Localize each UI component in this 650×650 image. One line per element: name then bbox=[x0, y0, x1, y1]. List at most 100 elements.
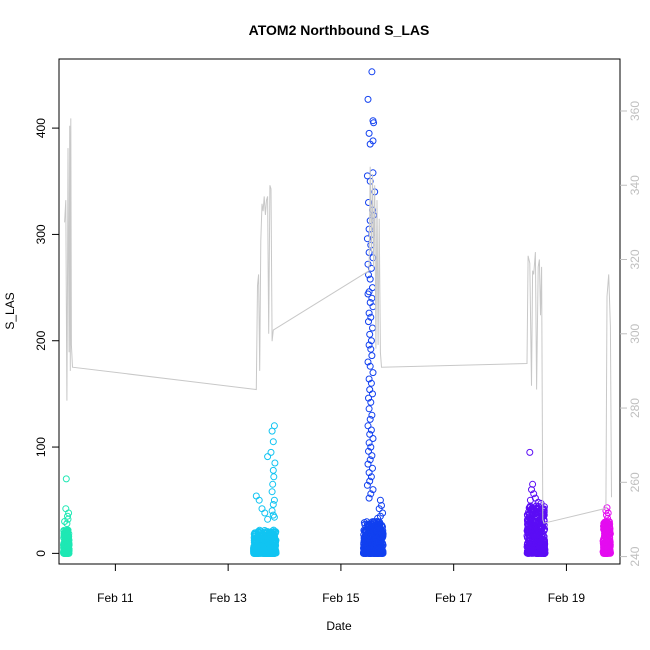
y2-tick-label: 260 bbox=[628, 472, 642, 492]
data-point bbox=[270, 513, 278, 521]
data-point bbox=[528, 486, 535, 494]
data-point bbox=[264, 515, 272, 523]
data-point bbox=[365, 318, 372, 326]
data-point bbox=[271, 459, 279, 467]
data-point bbox=[369, 369, 377, 377]
data-point bbox=[365, 447, 372, 455]
data-point bbox=[377, 522, 385, 530]
data-point bbox=[252, 492, 260, 500]
data-point bbox=[364, 422, 372, 430]
data-point bbox=[365, 543, 373, 551]
x-tick-label: Feb 17 bbox=[435, 591, 473, 605]
data-point bbox=[600, 536, 607, 544]
data-point bbox=[531, 549, 539, 557]
y2-tick-label: 340 bbox=[628, 175, 642, 195]
data-point bbox=[369, 324, 376, 332]
y-tick-label: 200 bbox=[34, 330, 48, 350]
y-axis-label: S_LAS bbox=[3, 292, 17, 329]
overlay-series-line bbox=[64, 118, 612, 524]
data-point bbox=[375, 505, 383, 513]
data-point bbox=[264, 453, 272, 461]
data-point bbox=[530, 490, 538, 498]
data-point bbox=[367, 426, 375, 434]
data-point bbox=[369, 390, 376, 398]
data-point bbox=[606, 549, 614, 557]
data-point bbox=[367, 398, 375, 406]
data-point bbox=[364, 95, 372, 103]
data-point bbox=[374, 514, 382, 522]
data-point bbox=[366, 430, 374, 438]
data-point bbox=[269, 480, 277, 488]
data-point bbox=[365, 469, 373, 477]
data-point bbox=[525, 546, 533, 554]
data-point bbox=[269, 466, 277, 474]
data-point bbox=[377, 549, 385, 557]
data-point bbox=[269, 438, 277, 446]
data-point bbox=[61, 518, 69, 525]
x-tick-label: Feb 11 bbox=[97, 591, 134, 605]
data-point bbox=[530, 532, 538, 539]
data-point bbox=[367, 473, 375, 481]
data-point bbox=[365, 494, 373, 502]
chart-title: ATOM2 Northbound S_LAS bbox=[249, 22, 430, 38]
data-point bbox=[539, 549, 547, 557]
x-tick-label: Feb 13 bbox=[209, 591, 247, 605]
data-point bbox=[62, 505, 70, 513]
y-axis-left: 0 100 200 300 400 bbox=[34, 118, 60, 557]
data-point bbox=[360, 534, 368, 542]
data-point bbox=[526, 549, 534, 557]
data-point bbox=[535, 541, 543, 548]
data-point bbox=[367, 490, 375, 498]
data-point bbox=[368, 452, 376, 460]
data-point bbox=[268, 507, 276, 515]
x-axis-label: Date bbox=[326, 619, 352, 633]
data-point bbox=[367, 379, 375, 387]
data-point bbox=[604, 545, 612, 553]
y-tick-label: 0 bbox=[34, 550, 48, 557]
data-point bbox=[369, 435, 377, 442]
data-point bbox=[364, 460, 372, 468]
data-point bbox=[370, 119, 378, 127]
data-point bbox=[271, 534, 279, 541]
data-point bbox=[268, 427, 276, 435]
data-point bbox=[62, 541, 70, 549]
data-point bbox=[604, 509, 612, 517]
data-point bbox=[529, 480, 537, 488]
data-point bbox=[269, 547, 277, 555]
data-point bbox=[260, 543, 268, 551]
data-point bbox=[373, 546, 381, 554]
data-point bbox=[252, 534, 260, 542]
data-point bbox=[61, 537, 69, 545]
data-point bbox=[367, 264, 375, 272]
data-point bbox=[603, 534, 611, 542]
data-point bbox=[62, 528, 69, 536]
data-point bbox=[368, 294, 376, 302]
data-point bbox=[62, 475, 70, 483]
data-point bbox=[261, 509, 269, 517]
data-point bbox=[369, 486, 377, 494]
data-point bbox=[526, 514, 534, 522]
data-point bbox=[366, 456, 374, 464]
data-point bbox=[63, 549, 70, 557]
data-point bbox=[363, 481, 371, 489]
data-point bbox=[523, 532, 531, 540]
data-point bbox=[252, 542, 260, 550]
data-point bbox=[366, 415, 374, 423]
data-point bbox=[367, 345, 375, 353]
data-point bbox=[365, 309, 373, 317]
overlay-line bbox=[64, 118, 612, 524]
data-point bbox=[264, 528, 272, 536]
data-point bbox=[363, 235, 371, 243]
y-tick-label: 400 bbox=[34, 118, 48, 138]
y2-tick-label: 280 bbox=[628, 398, 642, 418]
data-point bbox=[603, 504, 611, 512]
data-point bbox=[272, 538, 279, 546]
data-point bbox=[365, 199, 372, 206]
data-point bbox=[361, 544, 369, 552]
data-point bbox=[364, 290, 372, 298]
data-point bbox=[366, 330, 374, 338]
data-point bbox=[363, 522, 371, 530]
data-point bbox=[63, 529, 70, 537]
data-point bbox=[369, 284, 376, 292]
y2-tick-label: 320 bbox=[628, 249, 642, 269]
